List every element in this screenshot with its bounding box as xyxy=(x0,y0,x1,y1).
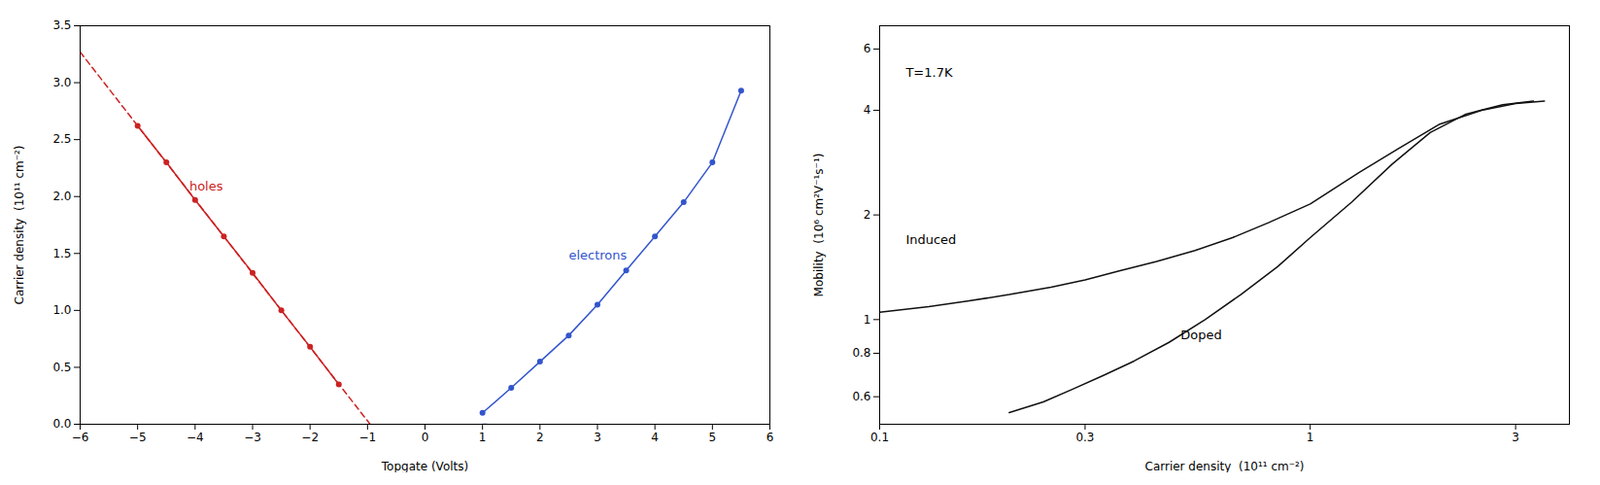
svg-text:2.5: 2.5 xyxy=(52,132,71,146)
svg-text:3.5: 3.5 xyxy=(52,18,71,33)
svg-text:3: 3 xyxy=(593,430,602,444)
svg-text:−6: −6 xyxy=(70,430,89,444)
svg-text:Doped: Doped xyxy=(1181,327,1223,342)
svg-text:Carrier density (10¹¹ cm⁻²): Carrier density (10¹¹ cm⁻²) xyxy=(12,145,27,306)
svg-text:5: 5 xyxy=(708,430,716,444)
svg-text:−3: −3 xyxy=(243,430,262,444)
svg-text:2.0: 2.0 xyxy=(52,189,71,204)
svg-text:0.6: 0.6 xyxy=(852,389,872,404)
svg-text:0.1: 0.1 xyxy=(870,430,889,444)
svg-text:0: 0 xyxy=(420,430,429,444)
svg-text:1: 1 xyxy=(1306,430,1315,444)
svg-text:Topgate (Volts): Topgate (Volts) xyxy=(380,459,469,474)
svg-text:Mobility (10⁶ cm²V⁻¹s⁻¹): Mobility (10⁶ cm²V⁻¹s⁻¹) xyxy=(812,153,826,298)
svg-text:0.3: 0.3 xyxy=(1076,430,1095,444)
svg-text:3.0: 3.0 xyxy=(52,75,71,90)
svg-text:1: 1 xyxy=(863,312,872,327)
svg-text:−5: −5 xyxy=(129,430,147,444)
svg-text:0.5: 0.5 xyxy=(52,360,71,375)
svg-text:1.0: 1.0 xyxy=(52,303,71,317)
svg-text:2: 2 xyxy=(536,430,545,444)
svg-text:−2: −2 xyxy=(301,430,319,444)
svg-text:Induced: Induced xyxy=(906,232,957,247)
svg-text:6: 6 xyxy=(863,41,872,56)
svg-text:1: 1 xyxy=(478,430,487,444)
svg-text:4: 4 xyxy=(863,102,872,117)
svg-text:1.5: 1.5 xyxy=(52,246,71,261)
svg-text:−4: −4 xyxy=(186,430,205,444)
svg-text:−1: −1 xyxy=(358,430,376,444)
svg-text:6: 6 xyxy=(765,430,774,444)
svg-text:0.8: 0.8 xyxy=(852,345,872,360)
svg-text:T=1.7K: T=1.7K xyxy=(905,65,954,80)
svg-text:0.0: 0.0 xyxy=(52,416,71,431)
svg-text:2: 2 xyxy=(863,207,872,222)
svg-text:Carrier density (10¹¹ cm⁻²): Carrier density (10¹¹ cm⁻²) xyxy=(1145,459,1305,474)
svg-text:electrons: electrons xyxy=(568,247,627,263)
svg-text:4: 4 xyxy=(650,430,659,444)
svg-text:holes: holes xyxy=(189,178,224,194)
svg-text:3: 3 xyxy=(1512,430,1521,444)
